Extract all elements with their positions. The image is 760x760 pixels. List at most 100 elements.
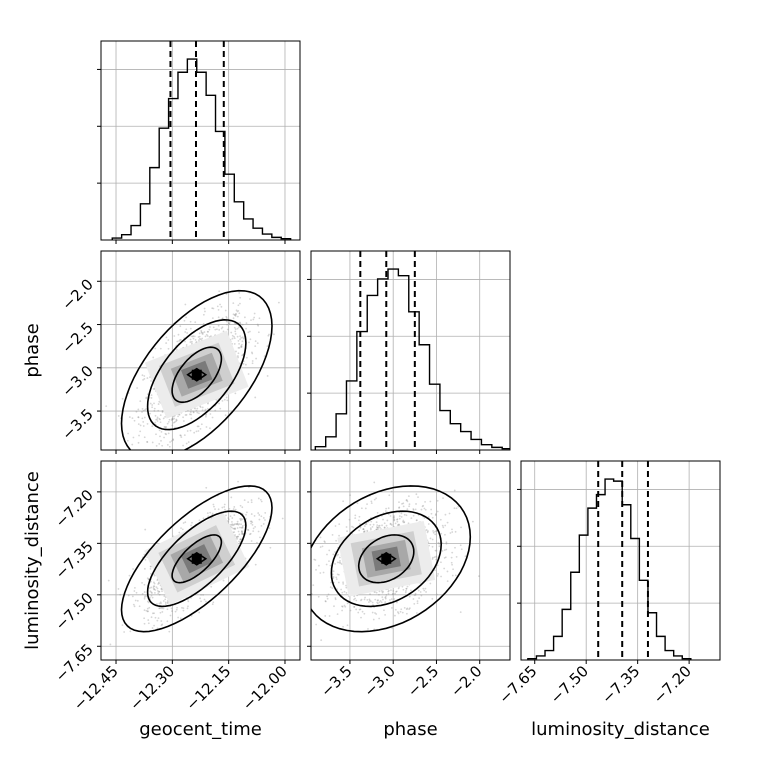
sample-point xyxy=(241,531,243,534)
sample-point xyxy=(427,530,429,532)
sample-point xyxy=(362,528,365,530)
sample-point xyxy=(236,355,239,357)
sample-point xyxy=(160,602,162,605)
sample-point xyxy=(260,500,263,503)
sample-point xyxy=(165,342,168,344)
sample-point xyxy=(373,498,376,501)
sample-point xyxy=(374,612,376,614)
sample-point xyxy=(162,607,165,610)
sample-point xyxy=(328,615,331,617)
sample-point xyxy=(247,501,250,504)
contour-level-1 xyxy=(146,510,247,608)
sample-point xyxy=(179,434,182,437)
sample-point xyxy=(403,521,405,524)
sample-point xyxy=(207,330,209,333)
sample-point xyxy=(224,309,227,312)
sample-point xyxy=(234,330,237,333)
sample-point xyxy=(151,406,154,409)
sample-point xyxy=(221,399,224,402)
sample-point xyxy=(172,418,174,421)
sample-point xyxy=(430,512,433,515)
sample-point xyxy=(230,496,233,499)
sample-point xyxy=(431,558,434,560)
sample-point xyxy=(228,323,231,325)
density-peak xyxy=(191,553,202,564)
sample-point xyxy=(406,500,409,503)
sample-point xyxy=(214,508,216,511)
sample-point xyxy=(259,536,261,539)
sample-point xyxy=(375,497,377,500)
sample-point xyxy=(406,508,409,511)
sample-point xyxy=(241,506,244,509)
sample-point xyxy=(199,406,202,409)
sample-point xyxy=(451,551,454,554)
sample-point xyxy=(150,572,152,575)
sample-point xyxy=(163,595,166,597)
sample-point xyxy=(235,312,237,315)
sample-point xyxy=(241,530,243,533)
sample-point xyxy=(134,586,136,589)
sample-point xyxy=(159,601,162,604)
sample-point xyxy=(330,581,333,584)
sample-point xyxy=(181,606,183,609)
sample-point xyxy=(254,345,257,348)
sample-point xyxy=(363,530,366,533)
sample-point xyxy=(204,409,206,412)
sample-point xyxy=(384,595,387,598)
sample-point xyxy=(234,528,236,531)
sample-point xyxy=(376,524,379,527)
sample-point xyxy=(249,338,252,341)
sample-point xyxy=(193,431,196,434)
sample-point xyxy=(150,380,152,382)
sample-point xyxy=(159,435,161,438)
sample-point xyxy=(160,587,163,590)
sample-point xyxy=(143,375,146,377)
sample-point xyxy=(245,511,248,514)
sample-point xyxy=(383,609,385,612)
sample-point xyxy=(198,335,201,338)
sample-point xyxy=(335,539,337,542)
sample-point xyxy=(358,529,361,532)
sample-point xyxy=(202,594,205,596)
sample-point xyxy=(341,605,344,608)
sample-point xyxy=(175,420,177,423)
sample-point xyxy=(398,501,400,504)
sample-point xyxy=(143,436,146,439)
sample-point xyxy=(223,506,226,508)
sample-point xyxy=(324,615,327,617)
sample-point xyxy=(186,430,189,432)
sample-point xyxy=(248,341,250,344)
sample-point xyxy=(156,619,159,622)
sample-point xyxy=(143,553,146,556)
sample-point xyxy=(227,517,230,519)
sample-point xyxy=(144,558,147,561)
sample-point xyxy=(247,529,250,532)
sample-point xyxy=(389,599,391,601)
sample-point xyxy=(151,612,154,615)
sample-point xyxy=(143,583,146,586)
sample-point xyxy=(251,523,254,526)
sample-point xyxy=(431,516,434,519)
sample-point xyxy=(334,551,336,553)
sample-point xyxy=(209,413,212,415)
sample-point xyxy=(413,594,416,597)
sample-point xyxy=(117,588,120,590)
sample-point xyxy=(171,417,174,420)
sample-point xyxy=(205,413,208,416)
sample-point xyxy=(337,553,340,556)
sample-point xyxy=(401,611,404,614)
sample-point xyxy=(222,579,225,582)
sample-point xyxy=(251,362,254,365)
sample-point xyxy=(245,327,247,330)
sample-point xyxy=(273,333,275,336)
sample-point xyxy=(172,415,175,418)
sample-point xyxy=(192,337,195,340)
sample-point xyxy=(219,407,222,410)
sample-point xyxy=(165,336,168,339)
sample-point xyxy=(202,517,205,520)
sample-point xyxy=(444,556,447,559)
sample-point xyxy=(121,397,124,400)
sample-point xyxy=(432,530,434,532)
sample-point xyxy=(212,601,215,604)
sample-point xyxy=(236,310,239,313)
